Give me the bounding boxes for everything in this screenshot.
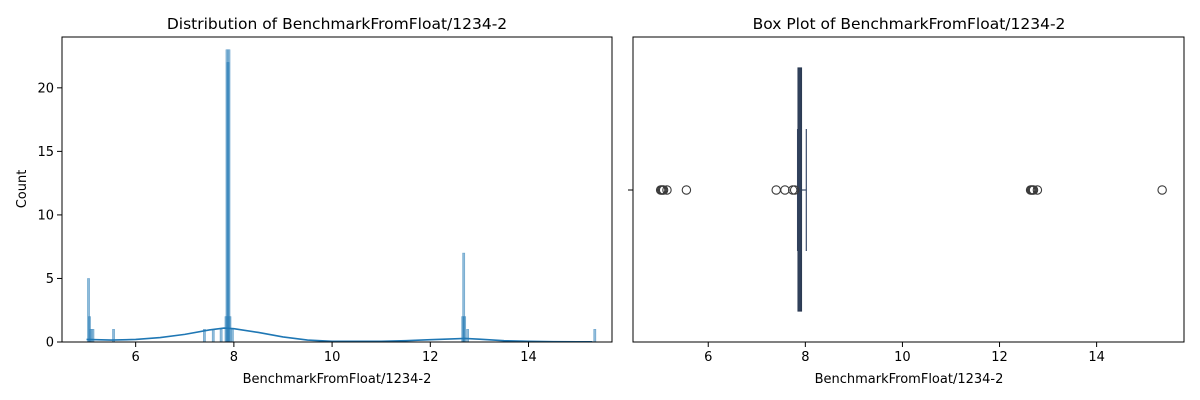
boxplot-marks (655, 67, 1167, 312)
outlier-point (787, 185, 798, 195)
boxplot-title: Box Plot of BenchmarkFromFloat/1234-2 (753, 15, 1066, 33)
outlier-point (771, 185, 781, 195)
boxplot-panel: Box Plot of BenchmarkFromFloat/1234-2 6 8… (628, 15, 1185, 387)
histogram-x-ticks: 6 8 10 12 14 (132, 342, 537, 365)
histogram-bar (228, 316, 232, 343)
outlier-point (681, 185, 692, 195)
histogram-bars (87, 49, 597, 343)
x-tick-label: 8 (230, 350, 238, 365)
histogram-title: Distribution of BenchmarkFromFloat/1234-… (167, 15, 507, 33)
x-tick-label: 12 (991, 350, 1008, 365)
outlier-point (658, 185, 669, 195)
histogram-bar (211, 329, 215, 343)
x-tick-label: 6 (704, 350, 712, 365)
outlier-point (1032, 185, 1043, 195)
kde-curve (86, 327, 593, 343)
y-tick-label: 5 (46, 272, 54, 287)
x-tick-label: 6 (132, 350, 140, 365)
boxplot-frame (632, 36, 1185, 343)
histogram-x-label: BenchmarkFromFloat/1234-2 (243, 372, 432, 387)
boxplot-x-label: BenchmarkFromFloat/1234-2 (815, 372, 1004, 387)
histogram-frame (61, 36, 613, 343)
outlier-point (789, 185, 800, 195)
outlier-point (780, 185, 790, 195)
outlier-point (1157, 185, 1167, 195)
x-tick-label: 12 (422, 350, 439, 365)
x-tick-label: 10 (324, 350, 341, 365)
x-tick-label: 14 (520, 350, 537, 365)
y-tick-label: 10 (37, 208, 54, 223)
x-tick-label: 14 (1088, 350, 1105, 365)
x-tick-label: 8 (801, 350, 809, 365)
histogram-y-ticks: 0 5 10 15 20 (37, 81, 62, 351)
histogram-bar (466, 329, 469, 343)
histogram-y-label: Count (15, 170, 30, 209)
x-tick-label: 10 (894, 350, 911, 365)
y-tick-label: 15 (37, 145, 54, 160)
outlier-point (662, 185, 672, 195)
boxplot-x-ticks: 6 8 10 12 14 (704, 342, 1105, 365)
histogram-bar (231, 329, 234, 343)
histogram-bar (219, 329, 223, 343)
y-tick-label: 0 (46, 336, 54, 351)
outlier-point (1028, 185, 1039, 195)
histogram-bar (593, 329, 597, 343)
histogram-bar (227, 49, 231, 343)
histogram-panel: Distribution of BenchmarkFromFloat/1234-… (15, 15, 613, 387)
y-tick-label: 20 (37, 81, 54, 96)
